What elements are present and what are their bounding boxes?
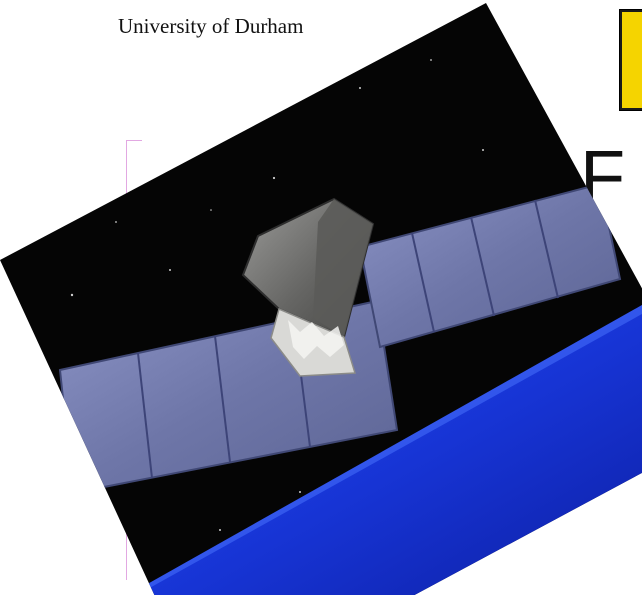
yellow-title-box xyxy=(620,10,642,110)
satellite-icon xyxy=(58,182,622,495)
margin-guide-tick xyxy=(126,140,142,141)
institution-label: University of Durham xyxy=(118,14,304,38)
